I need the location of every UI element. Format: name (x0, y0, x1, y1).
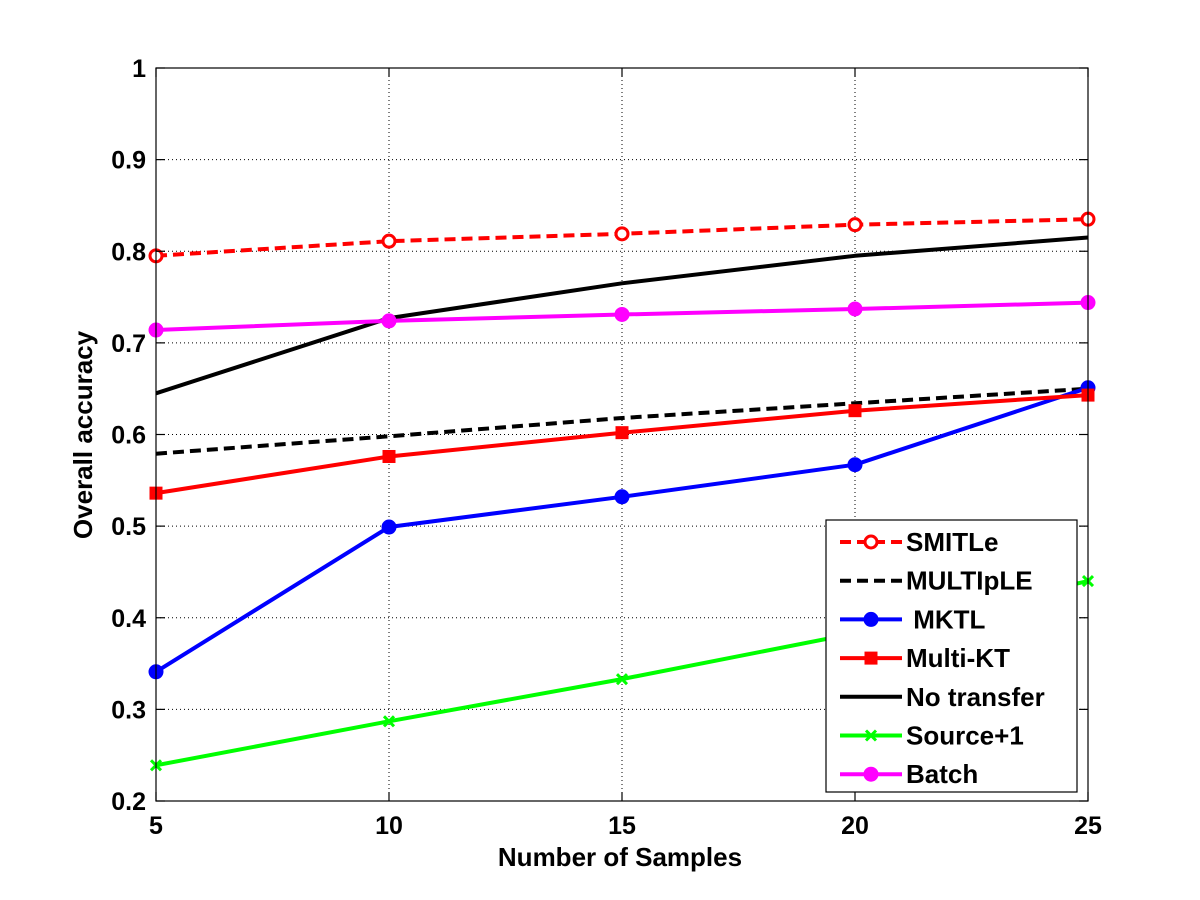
legend-label: MULTIpLE (906, 566, 1033, 596)
x-tick-label: 5 (149, 812, 163, 840)
series-line-no-transfer (155, 235, 1089, 396)
data-point-multi-kt (615, 426, 629, 440)
data-point-mktl (847, 457, 863, 473)
legend-item-multi-kt: Multi-KT (840, 643, 1010, 673)
x-tick-label: 25 (1074, 812, 1102, 840)
legend-item-smitle: SMITLe (840, 527, 998, 557)
data-point-smitle (381, 233, 397, 249)
series-line-multiple (155, 386, 1089, 456)
series-multiple (155, 386, 1089, 456)
x-tick-label: 15 (608, 812, 636, 840)
y-tick-label: 1 (132, 55, 146, 83)
series-mktl (148, 380, 1096, 680)
y-tick-label: 0.3 (111, 696, 146, 724)
data-point-multi-kt (382, 449, 396, 463)
data-point-multi-kt (848, 404, 862, 418)
x-axis-label: Number of Samples (498, 842, 742, 872)
series-layer (148, 211, 1096, 772)
legend-marker (864, 729, 878, 742)
data-point-batch (847, 301, 863, 317)
x-tick-label: 20 (841, 812, 869, 840)
legend-marker (864, 651, 878, 665)
y-tick-label: 0.8 (111, 238, 146, 266)
legend-item-multiple: MULTIpLE (840, 566, 1033, 596)
y-axis-label: Overall accuracy (68, 330, 98, 539)
y-tick-label: 0.5 (111, 513, 146, 541)
legend-label: No transfer (906, 682, 1045, 712)
legend-label: Source+1 (906, 721, 1024, 751)
series-batch (148, 295, 1096, 338)
data-point-mktl (381, 519, 397, 535)
data-point-mktl (614, 489, 630, 505)
legend-label: MKTL (906, 604, 986, 634)
series-no-transfer (155, 235, 1089, 396)
data-point-smitle (847, 217, 863, 233)
legend-item-batch: Batch (840, 759, 978, 789)
data-point-source-1 (382, 715, 396, 728)
data-point-source-1 (615, 673, 629, 686)
y-tick-label: 0.4 (111, 605, 146, 633)
legend-marker (863, 534, 879, 550)
y-tick-label: 0.6 (111, 422, 146, 450)
legend-label: SMITLe (906, 527, 998, 557)
legend-marker (863, 766, 879, 782)
legend-label: Batch (906, 759, 978, 789)
data-point-batch (381, 313, 397, 329)
x-tick-label: 10 (375, 812, 403, 840)
legend-item-source-1: Source+1 (840, 721, 1024, 751)
legend-marker (863, 611, 879, 627)
y-tick-label: 0.7 (111, 330, 146, 358)
legend-item-mktl: MKTL (840, 604, 986, 634)
y-tick-label: 0.2 (111, 788, 146, 816)
legend: SMITLe MULTIpLE MKTL Multi-KT No transfer So… (825, 519, 1078, 793)
legend-item-no-transfer: No transfer (840, 682, 1045, 712)
y-tick-label: 0.9 (111, 147, 146, 175)
data-point-batch (614, 306, 630, 322)
data-point-smitle (614, 226, 630, 242)
axis-ticks: 5 10 15 20 25 0.2 0.3 0.4 0.5 0.6 0.7 0.8 0.9 1 (111, 55, 1102, 840)
legend-label: Multi-KT (906, 643, 1010, 673)
